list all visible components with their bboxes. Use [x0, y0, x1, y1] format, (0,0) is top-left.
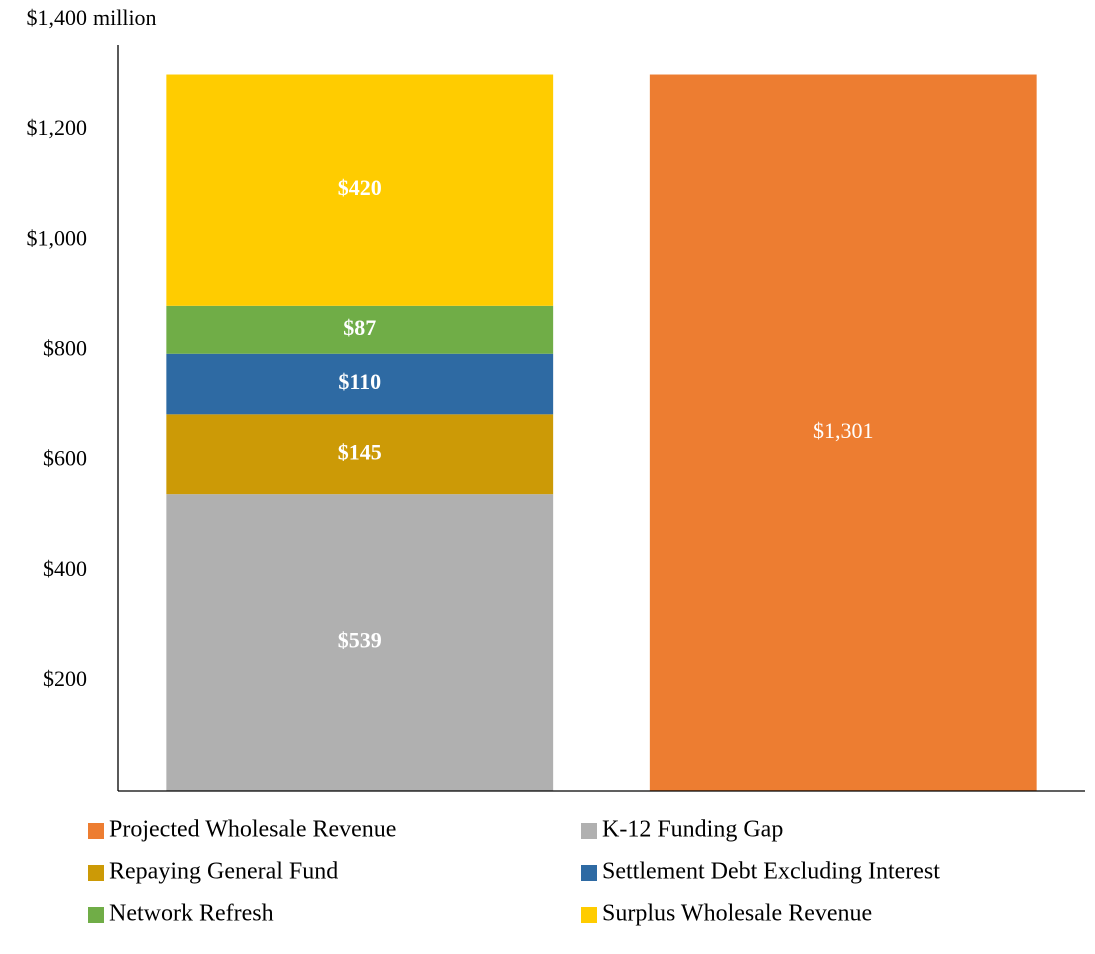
legend-label: Surplus Wholesale Revenue	[602, 901, 872, 927]
data-label: $145	[338, 439, 382, 464]
legend-label: Projected Wholesale Revenue	[109, 817, 396, 843]
legend-swatch	[88, 823, 104, 839]
y-tick-label: $1,000	[27, 225, 88, 250]
legend-label: Repaying General Fund	[109, 859, 338, 885]
legend-label: Settlement Debt Excluding Interest	[602, 859, 940, 885]
data-label: $1,301	[813, 418, 874, 443]
legend-swatch	[581, 865, 597, 881]
legend-label: K-12 Funding Gap	[602, 817, 783, 843]
data-label: $110	[338, 369, 381, 394]
bar-segment	[166, 305, 554, 354]
y-axis-unit: million	[93, 5, 157, 30]
bar-segment	[649, 74, 1037, 792]
data-label: $539	[338, 628, 382, 653]
data-label: $420	[338, 175, 382, 200]
legend-swatch	[581, 823, 597, 839]
y-tick-label: $1,200	[27, 115, 88, 140]
bar-segment	[166, 414, 554, 495]
bar-segment	[166, 74, 554, 306]
data-label: $87	[343, 315, 376, 340]
bar-segment	[166, 353, 554, 415]
y-tick-label: $800	[43, 335, 87, 360]
legend-swatch	[88, 865, 104, 881]
y-tick-label: $200	[43, 666, 87, 691]
y-tick-label: $1,400	[27, 5, 88, 30]
bar-segment	[166, 494, 554, 791]
legend-swatch	[581, 907, 597, 923]
y-tick-label: $600	[43, 446, 87, 471]
legend-label: Network Refresh	[109, 901, 274, 927]
legend-swatch	[88, 907, 104, 923]
y-tick-label: $400	[43, 556, 87, 581]
